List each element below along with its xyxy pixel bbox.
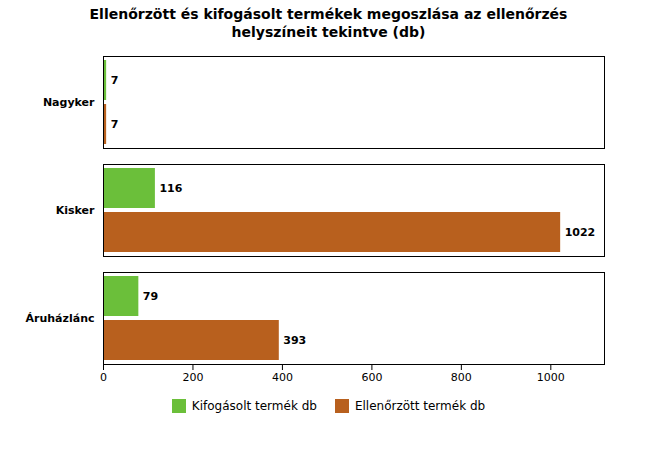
svg-text:400: 400 [272,371,293,384]
svg-text:1022: 1022 [565,226,596,239]
svg-text:393: 393 [283,334,306,347]
svg-text:200: 200 [182,371,203,384]
html-text:Ellenőrzött és kifogásolt term: Ellenőrzött és kifogásolt termékek megos… [89,6,568,40]
svg-text:Kisker: Kisker [56,204,95,217]
svg-text:Nagyker: Nagyker [43,96,95,109]
svg-text:7: 7 [111,74,119,87]
svg-text:600: 600 [361,371,382,384]
svg-text:1000: 1000 [537,371,565,384]
svg-text:79: 79 [143,290,158,303]
html-text:Kifogásolt termék db: Kifogásolt termék db [191,399,317,413]
svg-text:0: 0 [100,371,107,384]
svg-text:116: 116 [159,182,182,195]
html-text:Ellenőrzött termék db: Ellenőrzött termék db [354,399,486,413]
svg-text:800: 800 [451,371,472,384]
svg-text:7: 7 [111,118,119,131]
svg-text:Áruházlánc: Áruházlánc [26,312,95,325]
